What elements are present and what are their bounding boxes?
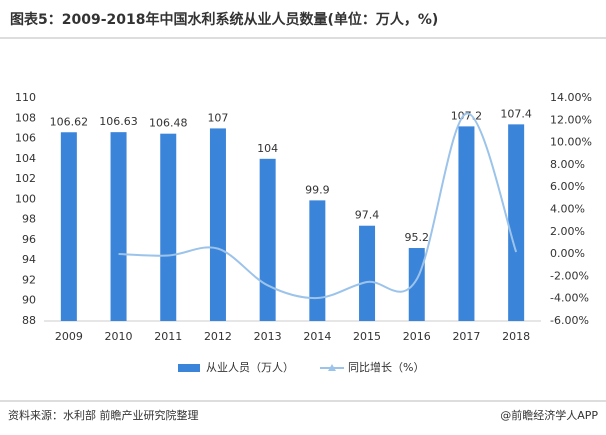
value-label: 107 [207, 111, 228, 124]
value-label: 95.2 [405, 231, 430, 244]
y-tick-label: 108 [15, 111, 36, 124]
x-tick-label: 2010 [105, 330, 133, 343]
value-label: 106.62 [50, 115, 89, 128]
y2-tick-label: 0.00% [550, 247, 585, 260]
x-tick-label: 2018 [502, 330, 530, 343]
bar [110, 132, 127, 321]
y2-tick-label: 12.00% [550, 113, 592, 126]
bar [309, 200, 326, 321]
bar [359, 225, 376, 321]
line [118, 112, 518, 300]
bar [458, 126, 475, 321]
y2-tick-label: 2.00% [550, 225, 585, 238]
x-tick-label: 2009 [55, 330, 83, 343]
bar [259, 158, 276, 321]
value-label: 107.2 [451, 109, 483, 122]
y2-tick-label: -4.00% [550, 292, 589, 305]
y2-tick-label: -6.00% [550, 314, 589, 327]
y2-tick-label: 14.00% [550, 91, 592, 104]
y-tick-label: 104 [15, 152, 36, 165]
bar [160, 133, 177, 321]
legend-label: 从业人员（万人） [206, 361, 294, 374]
source: 资料来源：水利部 前瞻产业研究院整理 [8, 408, 199, 422]
y-tick-label: 96 [22, 233, 36, 246]
x-tick-label: 2014 [303, 330, 331, 343]
y2-tick-label: 4.00% [550, 203, 585, 216]
chart-title: 图表5：2009-2018年中国水利系统从业人员数量(单位：万人，%) [10, 11, 438, 28]
y-tick-label: 94 [22, 253, 36, 266]
value-label: 107.4 [500, 107, 532, 120]
value-label: 99.9 [305, 183, 330, 196]
legend-swatch [178, 364, 200, 372]
value-label: 104 [257, 142, 278, 155]
bar [508, 124, 525, 321]
x-tick-label: 2013 [254, 330, 282, 343]
bar [209, 128, 226, 321]
x-tick-label: 2016 [403, 330, 431, 343]
x-tick-label: 2011 [154, 330, 182, 343]
bar [408, 248, 425, 321]
y2-tick-label: 8.00% [550, 158, 585, 171]
value-label: 106.48 [149, 117, 188, 130]
y-tick-label: 102 [15, 172, 36, 185]
legend-label: 同比增长（%） [348, 360, 424, 374]
value-label: 97.4 [355, 209, 380, 222]
y-tick-label: 106 [15, 132, 36, 145]
x-tick-label: 2015 [353, 330, 381, 343]
y2-tick-label: -2.00% [550, 269, 589, 282]
x-tick-label: 2017 [452, 330, 480, 343]
credit: @前瞻经济学人APP [500, 408, 598, 422]
y2-tick-label: 10.00% [550, 136, 592, 149]
value-label: 106.63 [99, 115, 138, 128]
y2-tick-label: 6.00% [550, 180, 585, 193]
x-tick-label: 2012 [204, 330, 232, 343]
bar [60, 132, 77, 321]
y-tick-label: 90 [22, 294, 36, 307]
y-tick-label: 110 [15, 91, 36, 104]
y-tick-label: 88 [22, 314, 36, 327]
legend-marker [328, 364, 336, 371]
y-tick-label: 92 [22, 273, 36, 286]
y-tick-label: 98 [22, 213, 36, 226]
y-tick-label: 100 [15, 192, 36, 205]
